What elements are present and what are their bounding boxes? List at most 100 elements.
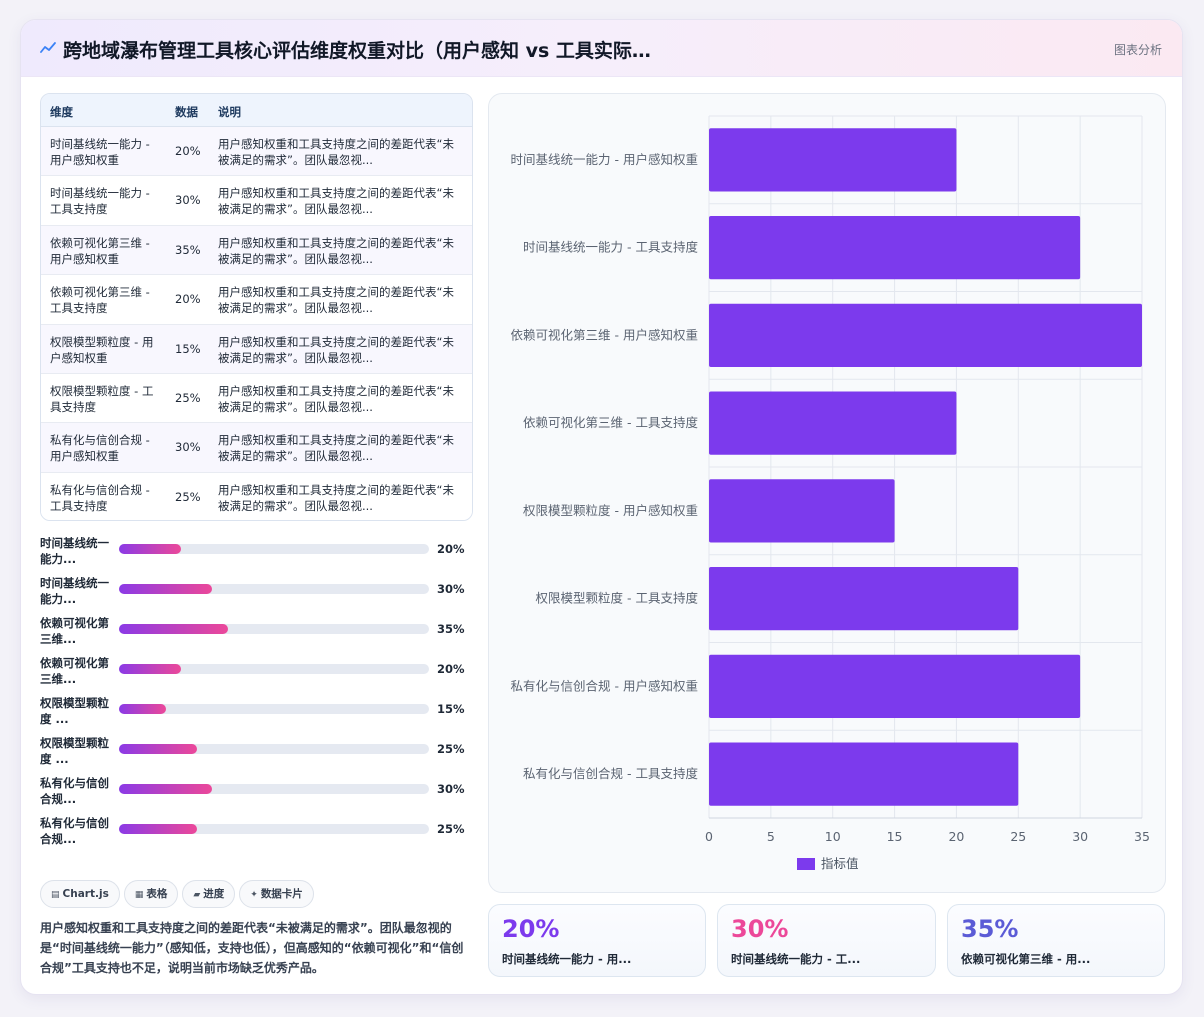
progress-label: 时间基线统一能力... [40,576,109,606]
table-header: 维度 数据 说明 [41,94,472,127]
progress-track [119,704,429,714]
progress-label: 依赖可视化第三维... [40,616,109,646]
table-cell-value: 20% [175,144,201,158]
progress-item: 时间基线统一能力... 30% [40,575,473,615]
column-header-value: 数据 [175,105,198,119]
stat-label: 时间基线统一能力 - 工... [731,952,861,966]
progress-track [119,544,429,554]
progress-track [119,824,429,834]
bar-chart: 时间基线统一能力 - 用户感知权重 时间基线统一能力 - 工具支持度 依赖可视化第三… [488,93,1166,893]
table-body: 时间基线统一能力 - 用户感知权重 20% 用户感知权重和工具支持度之间的差距代表“… [41,127,472,520]
progress-track [119,784,429,794]
progress-fill [119,744,197,754]
table-cell-value: 20% [175,292,201,307]
progress-label: 时间基线统一能力... [40,536,109,566]
table-cell-dimension: 时间基线统一能力 - 工具支持度 [50,186,150,217]
table-cell-description: 用户感知权重和工具支持度之间的差距代表“未被满足的需求”。团队最忽视... [218,433,454,464]
column-header-dimension: 维度 [50,105,73,119]
table-cell-value: 35% [175,242,201,257]
table-row: 权限模型颗粒度 - 工具支持度 25% 用户感知权重和工具支持度之间的差距代表“未被… [41,373,472,424]
table-cell-dimension: 私有化与信创合规 - 工具支持度 [50,482,150,513]
data-table: 维度 数据 说明 时间基线统一能力 - 用户感知权重 20% 用户感知权重和工具支持… [40,93,473,521]
table-cell-dimension: 权限模型颗粒度 - 工具支持度 [50,383,154,414]
progress-item: 权限模型颗粒度 ... 15% [40,695,473,735]
table-cell-value: 30% [175,440,201,455]
chip-label: 进度 [203,888,225,900]
chip-folder[interactable]: ▰ 进度 [182,880,236,908]
progress-value: 15% [437,702,465,716]
table-cell-description: 用户感知权重和工具支持度之间的差距代表“未被满足的需求”。团队最忽视... [218,285,454,316]
table-cell-description: 用户感知权重和工具支持度之间的差距代表“未被满足的需求”。团队最忽视... [218,137,454,167]
folder-icon: ▰ [193,890,201,900]
bar [709,479,895,543]
y-tick-label: 权限模型颗粒度 - 工具支持度 [536,591,699,606]
table-cell-description: 用户感知权重和工具支持度之间的差距代表“未被满足的需求”。团队最忽视... [218,235,454,266]
table-cell-dimension: 权限模型颗粒度 - 用户感知权重 [50,334,154,365]
chart-card: 跨地域瀑布管理工具核心评估维度权重对比（用户感知 vs 工具实际… 图表分析 维… [20,19,1183,995]
x-tick-label: 15 [887,829,903,844]
bar [709,391,957,455]
stat-card: 20% 时间基线统一能力 - 用... [488,904,706,977]
chart-analysis-label: 图表分析 [1113,43,1162,57]
progress-value: 25% [437,742,465,756]
stat-value: 20% [502,915,560,943]
chart-icon: ▤ [51,890,60,900]
page-title: 跨地域瀑布管理工具核心评估维度权重对比（用户感知 vs 工具实际… [63,40,651,62]
y-tick-label: 时间基线统一能力 - 工具支持度 [523,240,698,255]
bar [709,567,1019,631]
bar [709,654,1081,718]
x-tick-label: 30 [1072,829,1088,844]
progress-item: 私有化与信创合规... 30% [40,775,473,815]
progress-fill [119,824,197,834]
progress-fill [119,704,166,714]
x-tick-label: 10 [825,829,841,844]
chip-label: 表格 [146,888,168,900]
view-chips: ▤ Chart.js ▦ 表格 ▰ 进度 ✦ 数据卡片 [40,880,318,908]
x-tick-label: 0 [705,829,713,844]
card-header: 跨地域瀑布管理工具核心评估维度权重对比（用户感知 vs 工具实际… 图表分析 [21,20,1182,77]
legend-label: 指标值 [821,856,859,871]
chip-table[interactable]: ▦ 表格 [123,880,179,908]
sparkle-icon: ✦ [250,890,258,900]
progress-fill [119,584,212,594]
bar [709,303,1142,367]
y-tick-label: 私有化与信创合规 - 工具支持度 [523,766,698,781]
x-tick-label: 5 [767,829,775,844]
progress-label: 私有化与信创合规... [40,776,109,806]
table-cell-description: 用户感知权重和工具支持度之间的差距代表“未被满足的需求”。团队最忽视... [218,334,454,365]
table-row: 依赖可视化第三维 - 工具支持度 20% 用户感知权重和工具支持度之间的差距代表“未… [41,275,472,325]
progress-item: 时间基线统一能力... 20% [40,535,473,575]
progress-fill [119,784,212,794]
stat-card: 30% 时间基线统一能力 - 工... [717,904,936,977]
trend-line-icon [40,42,56,53]
progress-label: 依赖可视化第三维... [40,656,109,686]
table-cell-value: 15% [175,341,201,356]
legend-swatch [797,858,815,870]
stat-card: 35% 依赖可视化第三维 - 用... [947,904,1165,977]
y-tick-label: 权限模型颗粒度 - 用户感知权重 [523,503,698,518]
table-cell-value: 25% [175,489,201,504]
chip-label: Chart.js [62,888,109,900]
progress-value: 30% [437,782,465,796]
progress-track [119,624,429,634]
progress-value: 30% [437,582,465,596]
progress-label: 私有化与信创合规... [40,816,109,846]
progress-item: 依赖可视化第三维... 35% [40,615,473,655]
progress-item: 依赖可视化第三维... 20% [40,655,473,695]
chip-chart[interactable]: ▤ Chart.js [40,880,120,908]
table-row: 时间基线统一能力 - 用户感知权重 20% 用户感知权重和工具支持度之间的差距代表“… [41,127,472,177]
table-cell-dimension: 时间基线统一能力 - 用户感知权重 [50,137,150,167]
progress-value: 25% [437,822,465,836]
table-cell-description: 用户感知权重和工具支持度之间的差距代表“未被满足的需求”。团队最忽视... [218,482,454,513]
progress-fill [119,544,181,554]
summary-text: 用户感知权重和工具支持度之间的差距代表“未被满足的需求”。团队最忽视的是“时间基… [40,921,464,975]
progress-value: 20% [437,662,465,676]
progress-track [119,744,429,754]
bar [709,128,957,192]
x-tick-label: 25 [1010,829,1026,844]
table-cell-value: 30% [175,193,201,208]
chip-sparkle[interactable]: ✦ 数据卡片 [239,880,314,908]
progress-label: 权限模型颗粒度 ... [40,736,109,766]
x-tick-label: 35 [1134,829,1150,844]
